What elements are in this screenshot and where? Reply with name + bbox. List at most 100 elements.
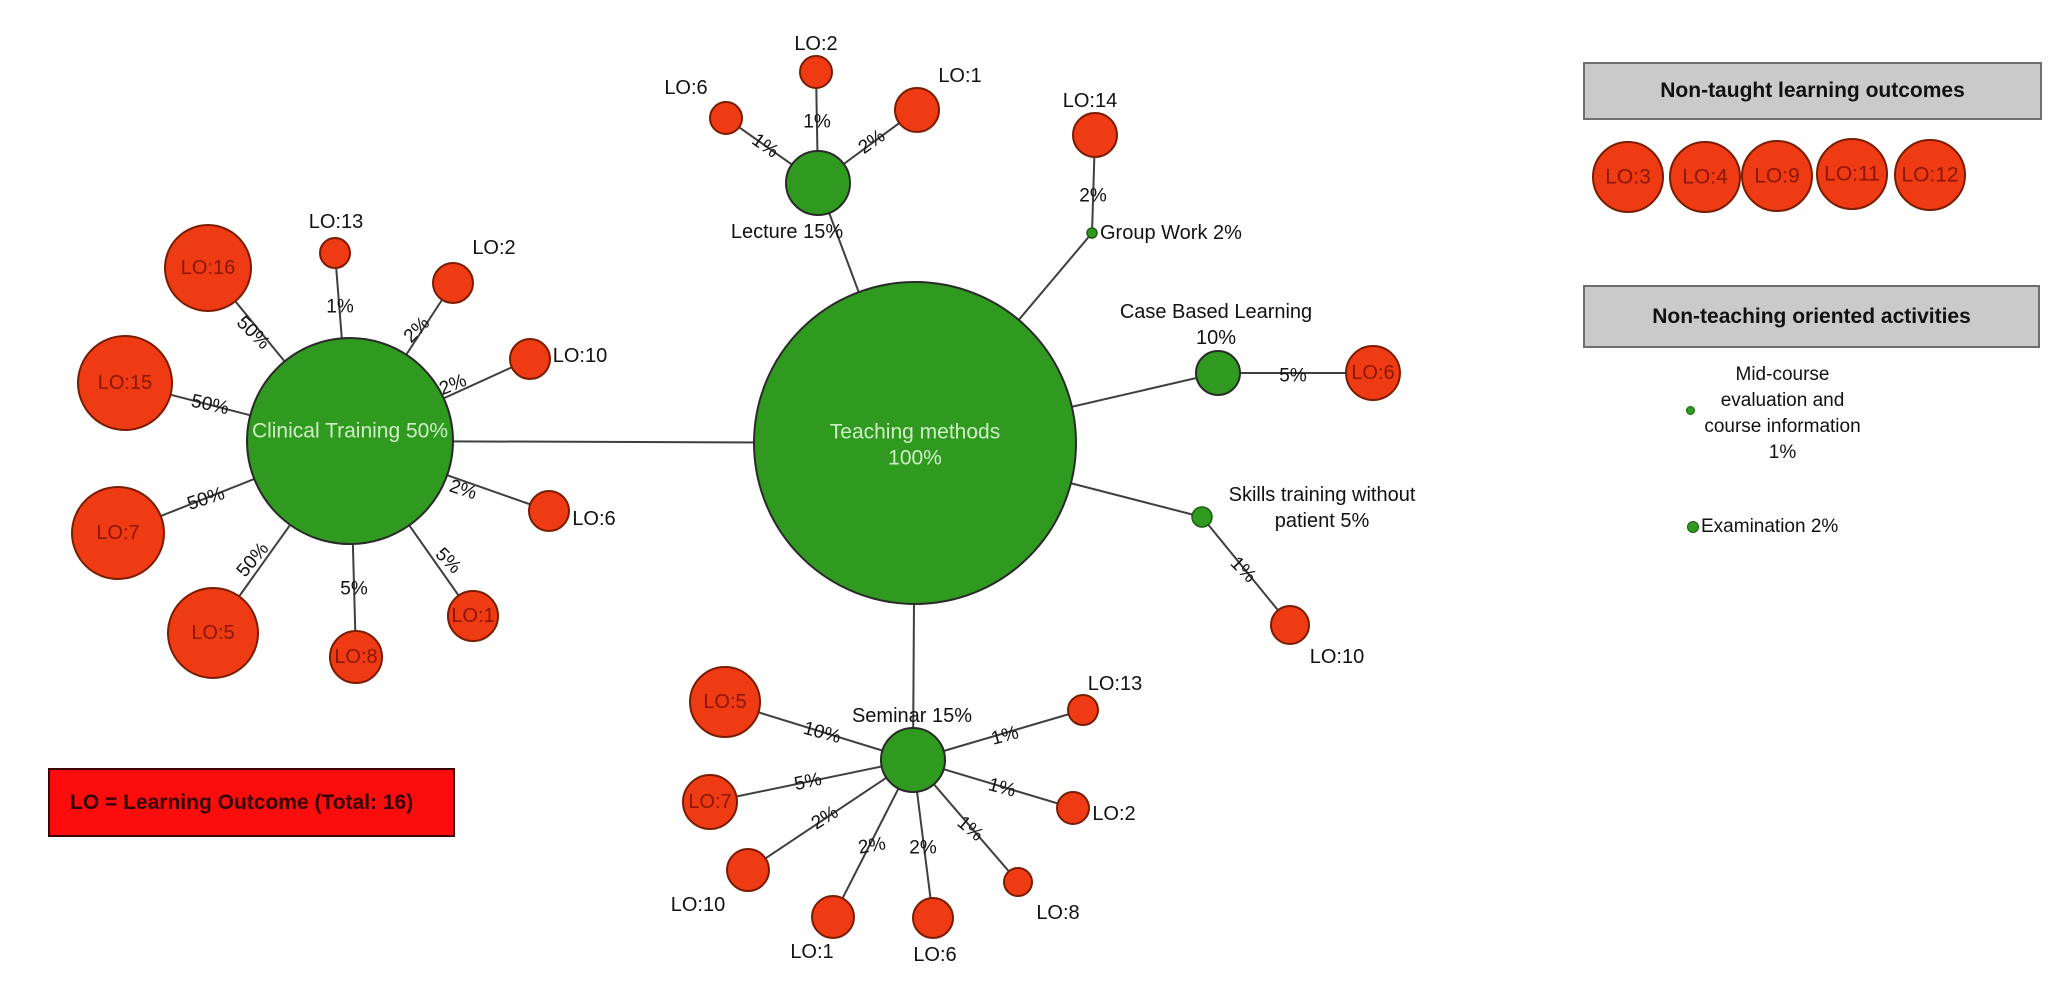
- node-c8: [329, 630, 383, 684]
- node-label-nt12: LO:12: [1901, 164, 1958, 187]
- node-s7: [682, 774, 738, 830]
- node-nt11: [1816, 138, 1888, 210]
- node-l6: [709, 101, 743, 135]
- edge-label-seminar-s5: 10%: [801, 718, 843, 748]
- node-label-s1: LO:1: [790, 941, 833, 963]
- node-s8: [1003, 867, 1033, 897]
- node-label-case-1: Case Based Learning: [1120, 301, 1312, 323]
- node-teaching: [753, 281, 1077, 605]
- midcourse-line-3: course information: [1704, 416, 1861, 437]
- edge-label-clinical-c8: 5%: [340, 579, 368, 600]
- node-groupwork: [1086, 227, 1098, 239]
- examination-label: Examination 2%: [1701, 516, 1839, 537]
- node-c13: [319, 237, 351, 269]
- node-label-s2: LO:2: [1092, 803, 1135, 825]
- node-seminar: [880, 727, 946, 793]
- node-label-c7: LO:7: [96, 522, 139, 544]
- edge-skills-sk10: [1201, 516, 1291, 626]
- node-s1: [811, 895, 855, 939]
- node-nt9: [1741, 140, 1813, 212]
- edge-label-seminar-s10: 2%: [808, 802, 843, 834]
- edge-label-lecture-l2: 1%: [803, 112, 831, 133]
- node-nt4: [1669, 141, 1741, 213]
- node-s6: [912, 897, 954, 939]
- edge-label-clinical-c7: 50%: [185, 483, 228, 515]
- edge-label-seminar-s13: 1%: [989, 722, 1021, 749]
- midcourse-line-1: Mid-course: [1735, 364, 1830, 385]
- node-label-s6: LO:6: [913, 944, 956, 966]
- edge-label-lecture-l1: 2%: [855, 125, 890, 158]
- node-lo14: [1072, 112, 1118, 158]
- node-label-s7: LO:7: [688, 791, 731, 813]
- edge-label-clinical-c13: 1%: [326, 297, 354, 318]
- node-label-l6: LO:6: [664, 77, 707, 99]
- node-label-c2: LO:2: [472, 237, 515, 259]
- node-label-groupwork: Group Work 2%: [1100, 222, 1242, 244]
- midcourse-label: Mid-course evaluation and course informa…: [1680, 362, 1885, 466]
- node-sk10: [1270, 605, 1310, 645]
- node-label-nt3: LO:3: [1605, 166, 1651, 189]
- edge-label-clinical-c5: 50%: [233, 539, 274, 582]
- node-s10: [726, 848, 770, 892]
- node-label-c15: LO:15: [98, 372, 152, 394]
- edge-label-seminar-s1: 2%: [857, 833, 888, 858]
- node-label-c16: LO:16: [181, 257, 235, 279]
- node-c6: [528, 490, 570, 532]
- node-label-s13: LO:13: [1088, 673, 1142, 695]
- node-skills: [1191, 506, 1213, 528]
- node-c7: [71, 486, 165, 580]
- edge-label-clinical-c16: 50%: [232, 312, 274, 354]
- midcourse-line-2: evaluation and: [1720, 390, 1845, 411]
- node-label-seminar: Seminar 15%: [852, 705, 972, 727]
- non-taught-header: Non-taught learning outcomes: [1583, 62, 2042, 120]
- node-c10: [509, 338, 551, 380]
- node-clinical: [246, 337, 454, 545]
- node-label-s5: LO:5: [703, 691, 746, 713]
- edge-label-clinical-c15: 50%: [189, 391, 231, 419]
- node-label-c5: LO:5: [191, 622, 234, 644]
- node-c5: [167, 587, 259, 679]
- node-label-case6: LO:6: [1351, 362, 1394, 384]
- edge-label-clinical-c10: 2%: [436, 370, 469, 400]
- node-c2: [432, 262, 474, 304]
- node-s13: [1067, 694, 1099, 726]
- node-label-lecture: Lecture 15%: [731, 221, 844, 243]
- node-nt3: [1592, 141, 1664, 213]
- node-c1: [447, 590, 499, 642]
- edge-label-seminar-s2: 1%: [986, 774, 1018, 801]
- node-s5: [689, 666, 761, 738]
- edge-label-case-case6: 5%: [1279, 366, 1307, 387]
- node-case: [1195, 350, 1241, 396]
- node-label-sk10: LO:10: [1310, 646, 1364, 668]
- node-label-c1: LO:1: [451, 605, 494, 627]
- node-label-s10: LO:10: [671, 894, 725, 916]
- midcourse-line-4: 1%: [1768, 442, 1797, 463]
- node-label-teaching-2: 100%: [888, 447, 942, 470]
- node-c15: [77, 335, 173, 431]
- edge-label-lecture-l6: 1%: [748, 130, 783, 163]
- node-label-lo14: LO:14: [1063, 90, 1117, 112]
- midcourse-dot-icon: [1686, 406, 1695, 415]
- node-label-c13: LO:13: [309, 211, 363, 233]
- node-label-skills-1: Skills training without: [1229, 484, 1416, 506]
- node-lecture: [785, 150, 851, 216]
- node-s2: [1056, 791, 1090, 825]
- examination-dot-icon: [1687, 521, 1699, 533]
- edge-label-clinical-c6: 2%: [447, 476, 480, 504]
- node-label-clinical: Clinical Training 50%: [252, 420, 448, 443]
- edge-label-lo14-groupwork: 2%: [1079, 186, 1107, 207]
- edge-label-seminar-s7: 5%: [792, 769, 823, 795]
- node-l1: [894, 87, 940, 133]
- edge-label-seminar-s6: 2%: [909, 838, 937, 859]
- non-teaching-header: Non-teaching oriented activities: [1583, 285, 2040, 348]
- node-label-nt4: LO:4: [1682, 166, 1728, 189]
- edge-label-clinical-c1: 5%: [431, 544, 465, 578]
- node-label-l2: LO:2: [794, 33, 837, 55]
- node-label-s8: LO:8: [1036, 902, 1079, 924]
- node-nt12: [1894, 139, 1966, 211]
- edge-seminar-s7: [709, 759, 914, 803]
- node-l2: [799, 55, 833, 89]
- node-label-c8: LO:8: [334, 646, 377, 668]
